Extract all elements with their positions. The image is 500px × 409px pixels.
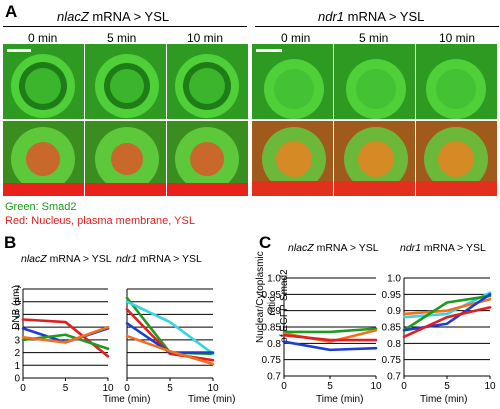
x-tick-label: 0 [401, 381, 407, 392]
series-line [125, 334, 215, 366]
series-line [125, 300, 215, 356]
panel-c-xlabel-right: Time (min) [420, 394, 468, 405]
panel-c-letter: C [259, 233, 272, 252]
y-tick-label: 0.75 [262, 355, 282, 366]
chart-title-c-left: nlacZ mRNA > YSL [288, 242, 379, 254]
panel-a-left-divider [3, 26, 247, 27]
y-tick-label: 0.95 [262, 290, 282, 301]
micrograph-nlacz-0min-green [3, 44, 84, 119]
y-tick-label: 5 [14, 310, 20, 321]
micrograph-nlacz-0min-merge [3, 121, 84, 196]
y-tick-label: 0.8 [267, 339, 281, 350]
micrograph-nlacz-5min-merge [85, 121, 166, 196]
y-tick-label: 2 [14, 348, 20, 359]
panel-a-right-divider [255, 26, 499, 27]
time-label-left-0: 0 min [28, 31, 58, 45]
y-tick-label: 0.9 [387, 306, 401, 317]
x-tick-label: 5 [63, 383, 69, 394]
x-tick-label: 0 [281, 381, 287, 392]
panel-a-right-title: ndr1 mRNA > YSL [318, 9, 425, 24]
series-line [282, 333, 378, 342]
legend-green-channel: Green: Smad2 [5, 201, 77, 213]
panel-a-left-title: nlacZ mRNA > YSL [57, 9, 170, 24]
y-tick-label: 0.8 [387, 339, 401, 350]
x-tick-label: 10 [370, 381, 382, 392]
x-tick-label: 10 [102, 383, 114, 394]
legend-red-channel: Red: Nucleus, plasma membrane, YSL [5, 215, 195, 227]
y-tick-label: 1.0 [267, 274, 281, 285]
time-label-left-5: 5 min [107, 31, 137, 45]
x-tick-label: 5 [327, 381, 333, 392]
y-tick-label: 0.75 [382, 355, 402, 366]
panel-c-xlabel-left: Time (min) [316, 394, 364, 405]
y-tick-label: 0.7 [387, 372, 401, 383]
x-tick-label: 0 [124, 383, 130, 394]
series-line [282, 340, 378, 352]
micrograph-ndr1-10min-green [416, 44, 497, 119]
y-tick-label: 0.7 [267, 372, 281, 383]
chart-title-c-right: ndr1 mRNA > YSL [400, 242, 486, 254]
chart-title-b-right: ndr1 mRNA > YSL [116, 253, 202, 265]
y-tick-label: 0.85 [262, 323, 282, 334]
y-tick-label: 7 [14, 285, 20, 296]
y-tick-label: 0 [14, 374, 20, 385]
series-line [402, 294, 492, 332]
series-line [21, 325, 110, 344]
x-tick-label: 5 [444, 381, 450, 392]
series-line [402, 291, 492, 319]
micrograph-ndr1-5min-merge [334, 121, 415, 196]
micrograph-ndr1-0min-green [252, 44, 333, 119]
y-tick-label: 0.9 [267, 306, 281, 317]
chart-title-b-left: nlacZ mRNA > YSL [21, 253, 112, 265]
time-label-right-10: 10 min [439, 31, 476, 45]
panel-b-xlabel-left: Time (min) [103, 394, 151, 405]
panel-a-letter: A [5, 2, 18, 21]
micrograph-nlacz-10min-green [167, 44, 248, 119]
micrograph-nlacz-5min-green [85, 44, 166, 119]
x-tick-label: 10 [484, 381, 496, 392]
series-line [282, 327, 378, 334]
x-tick-label: 5 [167, 383, 173, 394]
time-label-right-5: 5 min [359, 31, 389, 45]
x-tick-label: 10 [207, 383, 219, 394]
series-line [402, 293, 492, 332]
y-tick-label: 3 [14, 335, 20, 346]
x-tick-label: 0 [20, 383, 26, 394]
y-tick-label: 4 [14, 323, 20, 334]
y-tick-label: 6 [14, 297, 20, 308]
time-label-right-0: 0 min [281, 31, 311, 45]
panel-b-letter: B [4, 233, 17, 252]
series-line [125, 322, 215, 354]
series-line [402, 306, 492, 339]
panel-b-xlabel-right: Time (min) [188, 394, 236, 405]
time-label-left-10: 10 min [187, 31, 224, 45]
micrograph-nlacz-10min-merge [167, 121, 248, 196]
micrograph-ndr1-0min-merge [252, 121, 333, 196]
micrograph-ndr1-10min-merge [416, 121, 497, 196]
y-tick-label: 0.85 [382, 323, 402, 334]
y-tick-label: 0.95 [382, 290, 402, 301]
y-tick-label: 1.0 [387, 274, 401, 285]
y-tick-label: 1 [14, 361, 20, 372]
micrograph-ndr1-5min-green [334, 44, 415, 119]
